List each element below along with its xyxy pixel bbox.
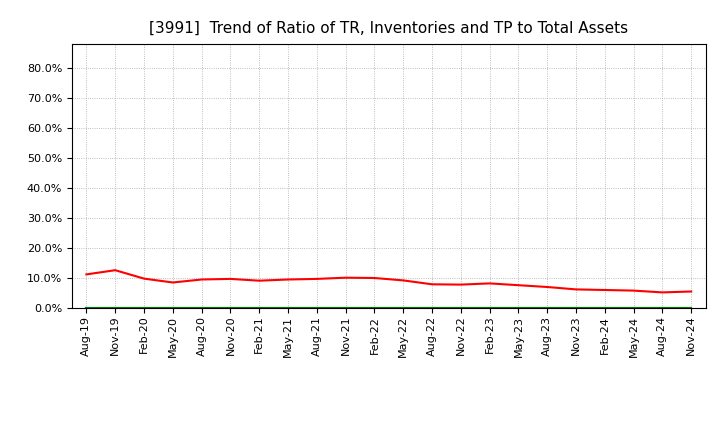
Inventories bbox=[399, 305, 408, 311]
Inventories bbox=[197, 305, 206, 311]
Trade Receivables bbox=[226, 276, 235, 282]
Inventories bbox=[255, 305, 264, 311]
Trade Payables bbox=[629, 305, 638, 311]
Trade Payables bbox=[82, 305, 91, 311]
Trade Payables bbox=[399, 305, 408, 311]
Inventories bbox=[370, 305, 379, 311]
Inventories bbox=[226, 305, 235, 311]
Trade Receivables bbox=[341, 275, 350, 280]
Trade Payables bbox=[514, 305, 523, 311]
Trade Receivables bbox=[370, 275, 379, 281]
Trade Payables bbox=[687, 305, 696, 311]
Trade Receivables bbox=[543, 284, 552, 290]
Inventories bbox=[658, 305, 667, 311]
Trade Receivables bbox=[140, 276, 148, 281]
Trade Receivables bbox=[485, 281, 494, 286]
Trade Receivables bbox=[658, 290, 667, 295]
Trade Payables bbox=[168, 305, 177, 311]
Inventories bbox=[428, 305, 436, 311]
Trade Receivables bbox=[514, 282, 523, 288]
Title: [3991]  Trend of Ratio of TR, Inventories and TP to Total Assets: [3991] Trend of Ratio of TR, Inventories… bbox=[149, 21, 629, 36]
Inventories bbox=[543, 305, 552, 311]
Trade Payables bbox=[600, 305, 609, 311]
Trade Receivables bbox=[197, 277, 206, 282]
Inventories bbox=[284, 305, 292, 311]
Inventories bbox=[168, 305, 177, 311]
Trade Payables bbox=[658, 305, 667, 311]
Trade Receivables bbox=[399, 278, 408, 283]
Trade Receivables bbox=[168, 280, 177, 285]
Inventories bbox=[341, 305, 350, 311]
Trade Payables bbox=[197, 305, 206, 311]
Inventories bbox=[140, 305, 148, 311]
Trade Receivables bbox=[111, 268, 120, 273]
Trade Receivables bbox=[456, 282, 465, 287]
Inventories bbox=[572, 305, 580, 311]
Trade Receivables bbox=[312, 276, 321, 282]
Trade Receivables bbox=[600, 287, 609, 293]
Inventories bbox=[600, 305, 609, 311]
Trade Payables bbox=[111, 305, 120, 311]
Trade Payables bbox=[312, 305, 321, 311]
Trade Receivables bbox=[629, 288, 638, 293]
Trade Payables bbox=[428, 305, 436, 311]
Trade Payables bbox=[572, 305, 580, 311]
Trade Receivables bbox=[284, 277, 292, 282]
Trade Payables bbox=[370, 305, 379, 311]
Inventories bbox=[629, 305, 638, 311]
Trade Payables bbox=[226, 305, 235, 311]
Trade Receivables bbox=[255, 278, 264, 283]
Inventories bbox=[514, 305, 523, 311]
Trade Payables bbox=[140, 305, 148, 311]
Inventories bbox=[456, 305, 465, 311]
Line: Trade Receivables: Trade Receivables bbox=[86, 270, 691, 293]
Inventories bbox=[82, 305, 91, 311]
Trade Receivables bbox=[82, 272, 91, 277]
Trade Payables bbox=[284, 305, 292, 311]
Inventories bbox=[111, 305, 120, 311]
Trade Payables bbox=[456, 305, 465, 311]
Inventories bbox=[687, 305, 696, 311]
Trade Receivables bbox=[687, 289, 696, 294]
Trade Receivables bbox=[428, 282, 436, 287]
Inventories bbox=[485, 305, 494, 311]
Trade Payables bbox=[341, 305, 350, 311]
Trade Payables bbox=[255, 305, 264, 311]
Trade Receivables bbox=[572, 287, 580, 292]
Inventories bbox=[312, 305, 321, 311]
Trade Payables bbox=[543, 305, 552, 311]
Trade Payables bbox=[485, 305, 494, 311]
